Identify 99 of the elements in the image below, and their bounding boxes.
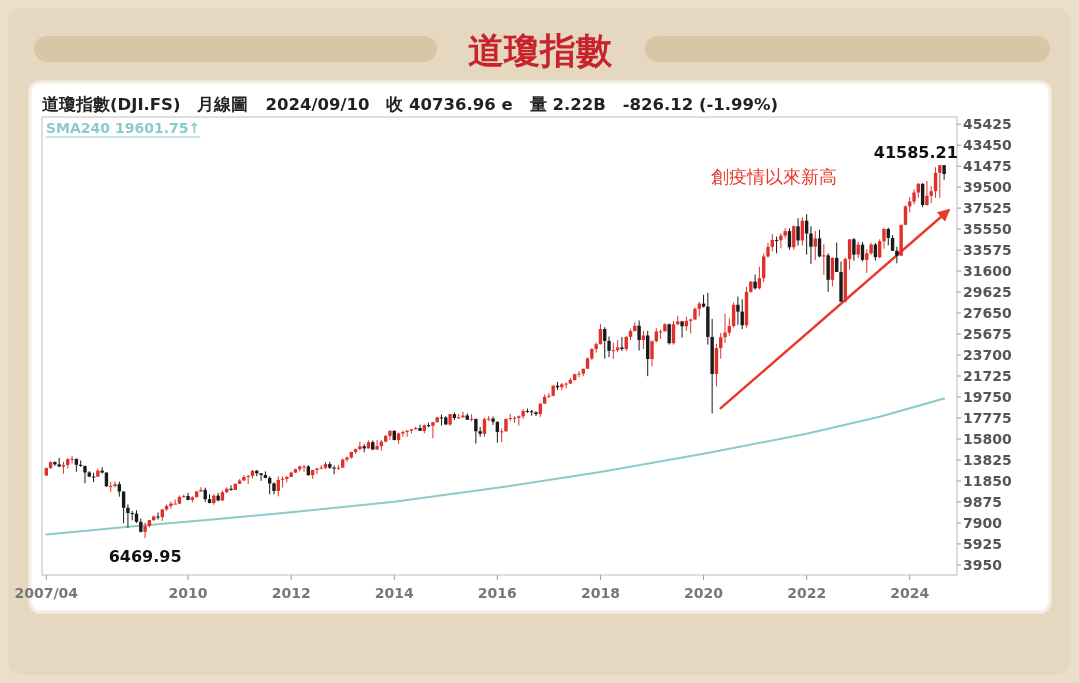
y-tick-label: 11850 bbox=[963, 472, 1012, 489]
chart-subtitle: 道瓊指數(DJI.FS) 月線圖 2024/09/10 收 40736.96 e 量 2.22B -826.12 (-1.99%) bbox=[42, 95, 779, 114]
candlestick bbox=[603, 326, 607, 360]
line-series bbox=[45, 397, 946, 536]
candlestick bbox=[143, 522, 147, 539]
candlestick bbox=[280, 475, 285, 489]
y-tick-label: 23700 bbox=[963, 347, 1012, 364]
candlestick bbox=[809, 225, 813, 265]
y-tick-label: 3950 bbox=[963, 556, 1003, 573]
candlestick bbox=[680, 320, 684, 339]
candlestick bbox=[418, 424, 422, 432]
annotation: 41585.21 bbox=[873, 142, 958, 162]
y-tick-label: 21725 bbox=[963, 368, 1012, 385]
candlestick bbox=[650, 340, 654, 367]
chart-title: 道瓊指數 bbox=[468, 30, 613, 71]
candlestick bbox=[491, 415, 495, 426]
candlestick bbox=[903, 204, 908, 226]
candlestick bbox=[302, 464, 306, 473]
candlestick bbox=[852, 237, 856, 262]
candlestick bbox=[525, 407, 530, 414]
y-tick-label: 25675 bbox=[963, 326, 1012, 343]
candlestick bbox=[375, 439, 379, 451]
candlestick bbox=[332, 465, 336, 475]
candlestick bbox=[53, 460, 57, 467]
candlestick bbox=[753, 274, 757, 291]
x-tick-label: 2022 bbox=[787, 585, 827, 601]
candlestick bbox=[229, 484, 233, 492]
candlestick bbox=[83, 465, 87, 484]
candlestick bbox=[216, 492, 220, 502]
candlestick bbox=[938, 164, 942, 199]
y-tick-label: 35550 bbox=[963, 221, 1012, 238]
candlestick bbox=[482, 417, 487, 438]
candlestick bbox=[512, 415, 517, 424]
y-tick-label: 43450 bbox=[963, 137, 1012, 154]
candlestick bbox=[173, 498, 177, 505]
candlestick bbox=[723, 313, 727, 344]
candlestick bbox=[100, 466, 104, 474]
candlestick bbox=[736, 296, 740, 326]
y-tick-label: 5925 bbox=[963, 535, 1002, 552]
candlestick bbox=[156, 512, 160, 521]
y-tick-label: 41475 bbox=[963, 158, 1012, 175]
candlestick bbox=[611, 342, 616, 360]
x-tick-label: 2016 bbox=[477, 585, 517, 601]
candlestick bbox=[521, 408, 525, 420]
candlestick bbox=[658, 328, 663, 340]
candlestick bbox=[796, 217, 800, 246]
candlestick bbox=[259, 472, 263, 482]
candlestick bbox=[199, 486, 203, 493]
candlestick bbox=[345, 456, 349, 463]
candlestick bbox=[895, 246, 899, 264]
candlestick bbox=[607, 335, 611, 358]
y-tick-label: 37525 bbox=[963, 200, 1012, 217]
candlestick bbox=[865, 248, 869, 274]
candlestick bbox=[474, 418, 478, 445]
y-tick-label: 15800 bbox=[963, 430, 1012, 447]
y-tick-label: 19750 bbox=[963, 389, 1012, 406]
y-tick-label: 39500 bbox=[963, 179, 1012, 196]
y-tick-label: 31600 bbox=[963, 263, 1012, 280]
candlestick bbox=[405, 429, 409, 438]
x-tick-label: 2010 bbox=[168, 585, 208, 601]
y-tick-label: 45425 bbox=[963, 116, 1012, 133]
y-tick-label: 29625 bbox=[963, 284, 1012, 301]
y-tick-label: 27650 bbox=[963, 305, 1012, 322]
annotation: 創疫情以來新高 bbox=[711, 166, 837, 187]
candlestick bbox=[113, 481, 117, 488]
candlestick bbox=[564, 381, 568, 390]
x-tick-label: 2018 bbox=[580, 585, 620, 601]
candlestick bbox=[637, 320, 641, 352]
candlestick bbox=[358, 441, 362, 451]
y-tick-label: 17775 bbox=[963, 409, 1012, 426]
x-tick-label: 2020 bbox=[684, 585, 724, 601]
candlestick bbox=[126, 503, 130, 529]
candlestick bbox=[534, 410, 538, 417]
candlestick bbox=[577, 370, 581, 378]
text: SMA240 19601.75↑ bbox=[46, 120, 201, 136]
x-tick-label: 2012 bbox=[271, 585, 311, 601]
candlestick bbox=[813, 230, 817, 261]
x-tick-label: 2024 bbox=[890, 585, 930, 601]
candlestick bbox=[109, 481, 113, 493]
x-tick-label: 2014 bbox=[374, 585, 414, 601]
candlestick bbox=[169, 500, 173, 510]
candlestick bbox=[779, 232, 783, 249]
y-tick-label: 33575 bbox=[963, 242, 1012, 259]
candlestick bbox=[620, 336, 624, 352]
candlestick bbox=[499, 427, 504, 443]
candlestick bbox=[431, 421, 435, 439]
y-tick-label: 9875 bbox=[963, 493, 1002, 510]
x-tick-label: 2007/04 bbox=[14, 585, 79, 601]
y-tick-label: 13825 bbox=[963, 451, 1012, 468]
candlestick bbox=[70, 455, 74, 464]
candlestick bbox=[182, 493, 186, 499]
candlestick bbox=[925, 180, 929, 207]
candlestick bbox=[822, 243, 826, 276]
candlestick bbox=[847, 238, 852, 271]
candlestick bbox=[882, 227, 886, 250]
candlestick bbox=[461, 411, 465, 419]
annotation: 6469.95 bbox=[108, 547, 182, 567]
y-tick-label: 7900 bbox=[963, 514, 1003, 531]
candlestick bbox=[285, 475, 289, 483]
